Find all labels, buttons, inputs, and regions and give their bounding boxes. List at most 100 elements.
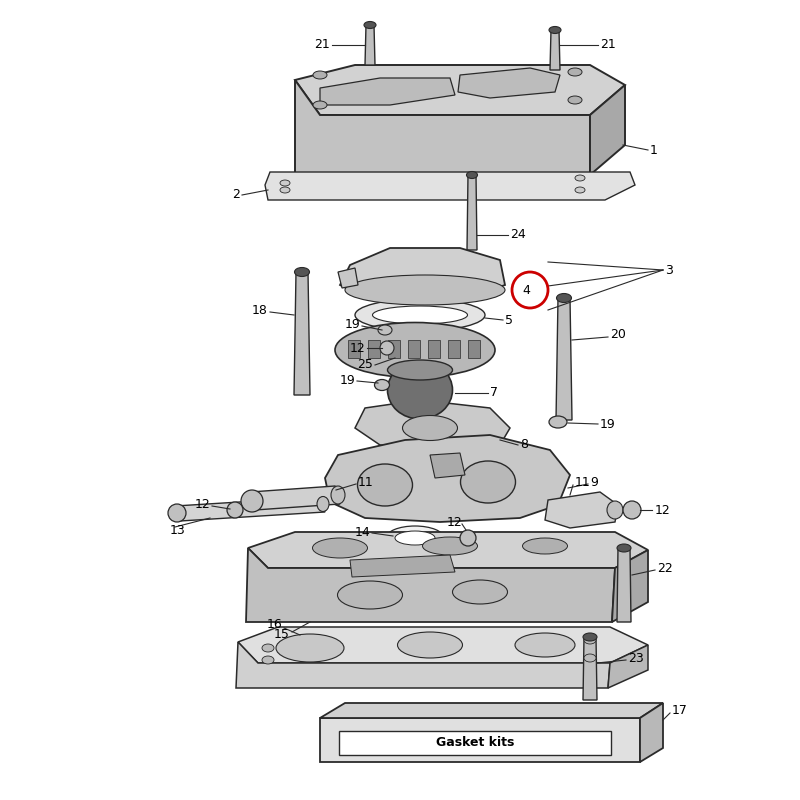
Ellipse shape <box>280 187 290 193</box>
Ellipse shape <box>364 22 376 29</box>
Text: 17: 17 <box>672 703 688 717</box>
Text: 1: 1 <box>650 143 658 157</box>
Ellipse shape <box>378 325 392 335</box>
Text: 16: 16 <box>266 618 282 631</box>
Polygon shape <box>325 435 570 522</box>
Polygon shape <box>348 340 360 358</box>
Polygon shape <box>612 550 648 622</box>
Ellipse shape <box>338 581 402 609</box>
Ellipse shape <box>466 171 478 178</box>
Polygon shape <box>246 548 615 622</box>
Polygon shape <box>238 627 648 663</box>
Ellipse shape <box>522 538 567 554</box>
Text: 19: 19 <box>344 318 360 331</box>
Ellipse shape <box>575 187 585 193</box>
Text: 11: 11 <box>358 475 374 489</box>
Text: 20: 20 <box>610 329 626 342</box>
Ellipse shape <box>373 306 467 324</box>
Polygon shape <box>430 453 465 478</box>
Ellipse shape <box>549 26 561 34</box>
Ellipse shape <box>568 68 582 76</box>
Ellipse shape <box>345 275 505 305</box>
Polygon shape <box>428 340 440 358</box>
Polygon shape <box>250 486 340 510</box>
Ellipse shape <box>374 379 390 390</box>
Polygon shape <box>368 340 380 358</box>
Ellipse shape <box>168 504 186 522</box>
Ellipse shape <box>358 464 413 506</box>
Ellipse shape <box>331 486 345 504</box>
Text: 12: 12 <box>194 498 210 511</box>
Text: 19: 19 <box>339 374 355 386</box>
Polygon shape <box>320 718 640 762</box>
Polygon shape <box>388 340 400 358</box>
Ellipse shape <box>355 299 485 331</box>
Polygon shape <box>320 78 455 105</box>
Ellipse shape <box>380 341 394 355</box>
Polygon shape <box>265 172 635 200</box>
Polygon shape <box>640 703 663 762</box>
Ellipse shape <box>461 461 515 503</box>
Polygon shape <box>338 268 358 288</box>
FancyBboxPatch shape <box>339 731 611 755</box>
Polygon shape <box>295 80 590 175</box>
Text: 12: 12 <box>447 515 463 529</box>
Ellipse shape <box>387 361 453 419</box>
Polygon shape <box>468 340 480 358</box>
Text: 18: 18 <box>252 303 268 317</box>
Ellipse shape <box>402 415 458 441</box>
Ellipse shape <box>549 416 567 428</box>
Polygon shape <box>408 340 420 358</box>
Ellipse shape <box>313 538 367 558</box>
Polygon shape <box>458 68 560 98</box>
Ellipse shape <box>515 633 575 657</box>
Polygon shape <box>355 400 510 450</box>
Text: 21: 21 <box>314 38 330 51</box>
Ellipse shape <box>335 322 495 378</box>
Text: 2: 2 <box>232 189 240 202</box>
Ellipse shape <box>395 531 435 545</box>
Polygon shape <box>545 492 618 528</box>
Ellipse shape <box>460 530 476 546</box>
Ellipse shape <box>276 634 344 662</box>
Polygon shape <box>550 30 560 70</box>
Text: 15: 15 <box>274 629 290 642</box>
Polygon shape <box>248 532 648 568</box>
Ellipse shape <box>294 267 310 277</box>
Text: 25: 25 <box>357 358 373 371</box>
Ellipse shape <box>313 71 327 79</box>
Ellipse shape <box>584 654 596 662</box>
Text: 22: 22 <box>657 562 673 574</box>
Text: 7: 7 <box>490 386 498 399</box>
Text: 14: 14 <box>354 526 370 538</box>
Polygon shape <box>556 298 572 420</box>
Ellipse shape <box>617 544 631 552</box>
Text: 12: 12 <box>350 342 365 354</box>
Polygon shape <box>294 272 310 395</box>
Text: 11: 11 <box>575 477 590 490</box>
Polygon shape <box>365 25 375 65</box>
Ellipse shape <box>313 101 327 109</box>
Text: 5: 5 <box>505 314 513 326</box>
Text: 8: 8 <box>520 438 528 451</box>
Ellipse shape <box>262 644 274 652</box>
Polygon shape <box>448 340 460 358</box>
Ellipse shape <box>317 497 329 511</box>
Ellipse shape <box>280 180 290 186</box>
Text: 4: 4 <box>522 283 530 297</box>
Ellipse shape <box>422 537 478 555</box>
Polygon shape <box>590 85 625 175</box>
Ellipse shape <box>583 633 597 641</box>
Ellipse shape <box>241 490 263 512</box>
Ellipse shape <box>398 632 462 658</box>
Ellipse shape <box>453 580 507 604</box>
Ellipse shape <box>607 501 623 519</box>
Text: 12: 12 <box>655 503 670 517</box>
Text: 24: 24 <box>510 229 526 242</box>
Ellipse shape <box>575 175 585 181</box>
Polygon shape <box>236 642 610 688</box>
Polygon shape <box>608 645 648 688</box>
Polygon shape <box>295 65 625 115</box>
Ellipse shape <box>386 526 444 550</box>
Text: 19: 19 <box>600 418 616 431</box>
